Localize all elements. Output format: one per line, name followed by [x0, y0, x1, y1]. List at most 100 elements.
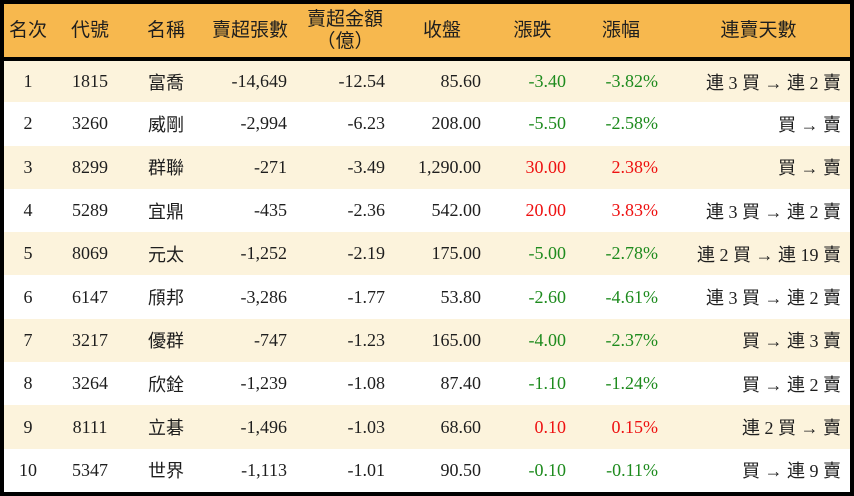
name-cell: 群聯 — [148, 158, 184, 179]
rank-cell: 8 — [23, 373, 33, 394]
change-cell: 20.00 — [525, 200, 567, 221]
change-pct-cell: -0.11% — [606, 459, 658, 480]
sell-amount-cell: -6.23 — [347, 113, 386, 134]
code-cell: 3264 — [72, 373, 108, 394]
col-header-close: 收盤 — [394, 4, 490, 61]
sell-amount-cell: -12.54 — [338, 71, 386, 92]
close-cell: 208.00 — [431, 113, 482, 134]
sell-amount-cell: -1.23 — [347, 329, 386, 350]
streak-cell: 連 2 買 → 連 19 賣 — [697, 244, 841, 265]
streak-cell: 買 → 連 3 賣 — [742, 331, 841, 352]
streak-cell: 連 3 買 → 連 2 賣 — [706, 201, 841, 222]
sell-volume-cell: -271 — [254, 156, 287, 177]
sell-amount-cell: -3.49 — [347, 156, 386, 177]
table-row: 5 8069 元太 -1,252 -2.19 175.00 -5.00 -2.7… — [4, 232, 850, 276]
change-pct-cell: -2.78% — [605, 243, 659, 264]
header-row: 名次 代號 名稱 賣超張數 賣超金額 （億） 收盤 漲跌 漲幅 連賣天數 — [4, 4, 850, 61]
change-cell: 30.00 — [525, 156, 567, 177]
rank-cell: 9 — [23, 416, 33, 437]
rank-cell: 4 — [23, 200, 33, 221]
change-cell: -5.50 — [528, 113, 567, 134]
sell-amount-cell: -1.01 — [347, 459, 386, 480]
close-cell: 1,290.00 — [418, 156, 481, 177]
name-cell: 欣銓 — [148, 374, 184, 395]
sell-volume-cell: -2,994 — [240, 113, 288, 134]
col-header-change: 漲跌 — [490, 4, 575, 61]
table-header: 名次 代號 名稱 賣超張數 賣超金額 （億） 收盤 漲跌 漲幅 連賣天數 — [4, 4, 850, 61]
name-cell: 頎邦 — [148, 288, 184, 309]
code-cell: 8111 — [72, 416, 108, 437]
change-cell: -5.00 — [528, 243, 567, 264]
change-cell: -4.00 — [528, 329, 567, 350]
sell-amount-cell: -1.08 — [347, 373, 386, 394]
streak-cell: 買 → 賣 — [778, 114, 841, 135]
close-cell: 68.60 — [440, 416, 482, 437]
change-pct-cell: -3.82% — [605, 71, 659, 92]
col-header-streak: 連賣天數 — [667, 4, 850, 61]
stock-table: 名次 代號 名稱 賣超張數 賣超金額 （億） 收盤 漲跌 漲幅 連賣天數 1 1… — [4, 4, 850, 492]
sell-volume-cell: -1,239 — [240, 373, 288, 394]
table-row: 10 5347 世界 -1,113 -1.01 90.50 -0.10 -0.1… — [4, 448, 850, 492]
code-cell: 3260 — [72, 113, 108, 134]
change-cell: -0.10 — [528, 459, 567, 480]
close-cell: 85.60 — [440, 71, 482, 92]
rank-cell: 5 — [23, 243, 33, 264]
sell-volume-cell: -1,113 — [241, 459, 287, 480]
code-cell: 3217 — [72, 329, 108, 350]
col-header-change-pct: 漲幅 — [575, 4, 667, 61]
table-row: 6 6147 頎邦 -3,286 -1.77 53.80 -2.60 -4.61… — [4, 275, 850, 319]
table-row: 3 8299 群聯 -271 -3.49 1,290.00 30.00 2.38… — [4, 145, 850, 189]
name-cell: 世界 — [148, 461, 184, 482]
code-cell: 8069 — [72, 243, 108, 264]
name-cell: 立碁 — [148, 418, 184, 439]
close-cell: 90.50 — [440, 459, 482, 480]
code-cell: 6147 — [72, 286, 108, 307]
code-cell: 1815 — [72, 71, 108, 92]
col-header-sell-amount: 賣超金額 （億） — [296, 4, 394, 61]
code-cell: 8299 — [72, 156, 108, 177]
name-cell: 宜鼎 — [148, 201, 184, 222]
streak-cell: 連 3 買 → 連 2 賣 — [706, 288, 841, 309]
name-cell: 威剛 — [148, 114, 184, 135]
change-pct-cell: -2.37% — [605, 329, 659, 350]
change-pct-cell: 2.38% — [611, 156, 659, 177]
close-cell: 53.80 — [440, 286, 482, 307]
sell-amount-cell: -1.77 — [347, 286, 386, 307]
name-cell: 元太 — [148, 244, 184, 265]
change-cell: -3.40 — [528, 71, 567, 92]
close-cell: 175.00 — [431, 243, 482, 264]
change-pct-cell: 0.15% — [611, 416, 659, 437]
rank-cell: 7 — [23, 329, 33, 350]
table-row: 2 3260 威剛 -2,994 -6.23 208.00 -5.50 -2.5… — [4, 102, 850, 146]
streak-cell: 買 → 賣 — [778, 158, 841, 179]
code-cell: 5347 — [72, 459, 108, 480]
change-cell: 0.10 — [534, 416, 567, 437]
streak-cell: 連 3 買 → 連 2 賣 — [706, 72, 841, 93]
col-header-rank: 名次 — [4, 4, 52, 61]
sell-amount-cell: -1.03 — [347, 416, 386, 437]
rank-cell: 2 — [23, 113, 33, 134]
sell-volume-cell: -747 — [254, 329, 287, 350]
table-row: 8 3264 欣銓 -1,239 -1.08 87.40 -1.10 -1.24… — [4, 362, 850, 406]
table-row: 7 3217 優群 -747 -1.23 165.00 -4.00 -2.37%… — [4, 318, 850, 363]
change-pct-cell: -1.24% — [605, 373, 659, 394]
streak-cell: 買 → 連 9 賣 — [742, 461, 841, 482]
name-cell: 優群 — [148, 331, 184, 352]
streak-cell: 買 → 連 2 賣 — [742, 374, 841, 395]
close-cell: 542.00 — [431, 200, 482, 221]
col-header-code: 代號 — [52, 4, 128, 61]
streak-cell: 連 2 買 → 賣 — [742, 418, 841, 439]
name-cell: 富喬 — [148, 72, 184, 93]
table-row: 9 8111 立碁 -1,496 -1.03 68.60 0.10 0.15% … — [4, 405, 850, 449]
change-pct-cell: 3.83% — [611, 200, 659, 221]
sell-volume-cell: -1,496 — [240, 416, 288, 437]
table-row: 4 5289 宜鼎 -435 -2.36 542.00 20.00 3.83% … — [4, 188, 850, 233]
rank-cell: 6 — [23, 286, 33, 307]
rank-cell: 10 — [19, 459, 37, 480]
col-header-sell-volume: 賣超張數 — [204, 4, 296, 61]
table-row: 1 1815 富喬 -14,649 -12.54 85.60 -3.40 -3.… — [4, 59, 850, 103]
col-header-name: 名稱 — [128, 4, 204, 61]
sell-volume-cell: -435 — [254, 200, 287, 221]
change-cell: -2.60 — [528, 286, 567, 307]
